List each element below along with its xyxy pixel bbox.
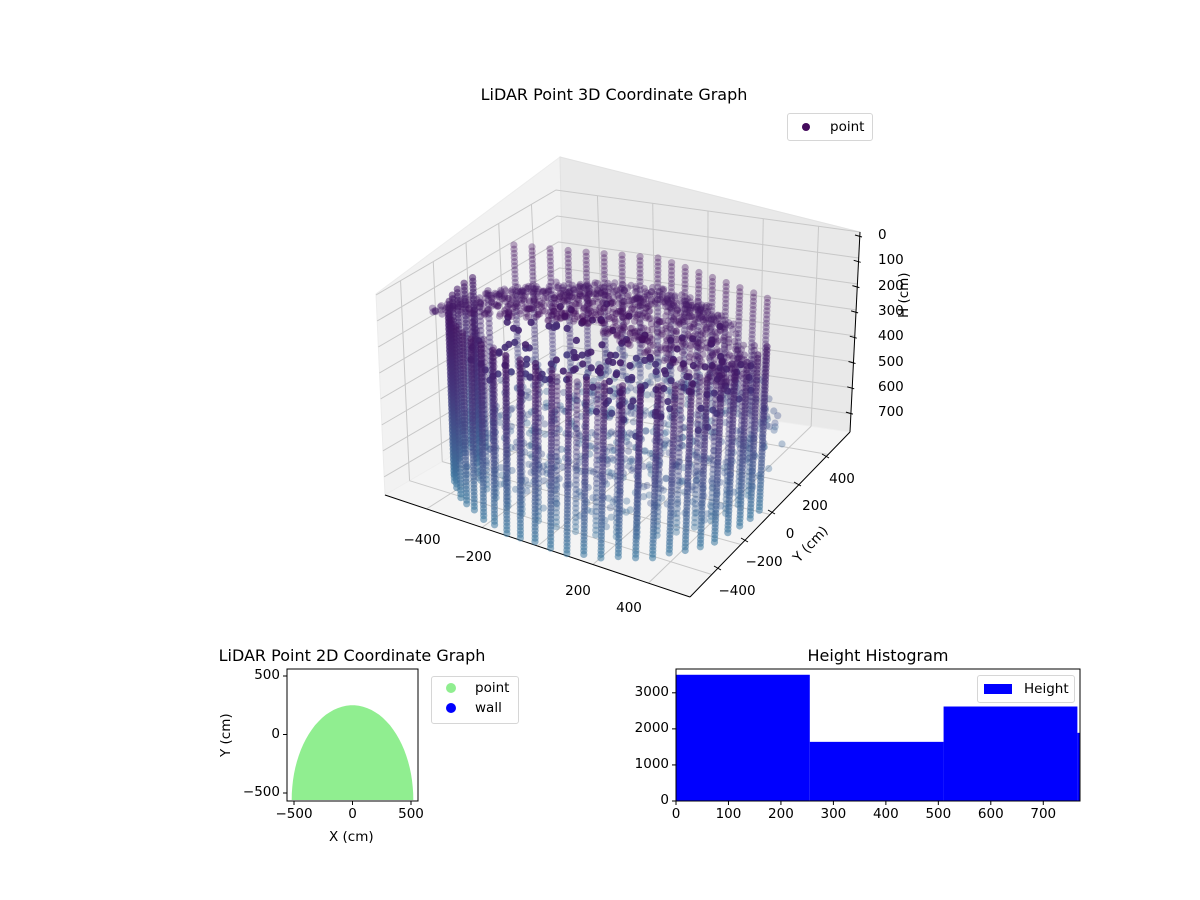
x-tick-label: 500: [925, 806, 952, 822]
hist-legend: Height: [977, 675, 1075, 703]
legend-label: point: [830, 119, 865, 135]
hist-bar: [676, 674, 810, 801]
legend-label: point: [475, 680, 510, 696]
hist-bar: [1077, 732, 1080, 801]
legend-label: Height: [1024, 681, 1069, 697]
point-cloud: [428, 241, 786, 562]
legend-marker-icon: [446, 683, 456, 693]
y-tick-label: 3000: [634, 683, 669, 700]
y-tick-label: −200: [745, 554, 783, 570]
y-tick-label: 0: [785, 526, 795, 542]
x-tick-label: 0: [671, 806, 681, 822]
x-tick-label: 500: [398, 806, 424, 822]
y-tick-label: 500: [254, 667, 280, 683]
legend-marker-icon: [802, 123, 810, 131]
plot3d-legend: point: [787, 113, 873, 141]
x-tick-label: −200: [454, 549, 492, 565]
x-tick-label: 400: [616, 600, 642, 616]
y-tick-label: −400: [718, 583, 756, 599]
z-tick-label: 400: [878, 328, 904, 345]
y-tick-label: 400: [829, 471, 855, 487]
x-tick-label: 200: [768, 806, 794, 822]
x-tick-label: 100: [715, 806, 742, 822]
y-tick-label: 0: [271, 725, 280, 742]
x-axis-line: [384, 494, 691, 598]
x-tick-label: 0: [348, 806, 357, 822]
z-tick-label: 600: [878, 378, 904, 395]
z-axis-line: [849, 231, 861, 433]
x-axis-label-2d: X (cm): [329, 829, 374, 845]
legend-patch-icon: [984, 684, 1012, 694]
x-tick-label: 600: [977, 806, 1004, 822]
z-tick-label: 500: [878, 353, 904, 370]
y-tick-label: 0: [660, 792, 669, 808]
z-axis-label: H (cm): [896, 272, 912, 318]
y-tick-label: 1000: [634, 755, 669, 772]
y-tick-label: −500: [242, 784, 280, 800]
x-tick-label: −500: [275, 806, 313, 822]
plot3d-canvas: [375, 156, 863, 598]
z-tick-label: 0: [878, 227, 887, 243]
legend-item-wall: wall: [432, 698, 518, 718]
y-tick-label: 200: [802, 498, 828, 514]
x-tick-label: 400: [872, 806, 899, 822]
hist-bar: [943, 706, 1078, 801]
z-tick-label: 300: [878, 302, 904, 319]
legend-marker-icon: [446, 703, 456, 713]
hist-title: Height Histogram: [807, 646, 949, 665]
legend-item-height: Height: [978, 676, 1074, 702]
plot3d-title: LiDAR Point 3D Coordinate Graph: [480, 85, 748, 104]
y-axis-line: [689, 431, 851, 598]
x-tick-label: 700: [1030, 806, 1057, 822]
y-tick-label: 2000: [634, 719, 669, 736]
plot2d-frame: [286, 668, 419, 802]
z-tick-label: 100: [878, 252, 904, 269]
x-tick-label: −400: [403, 532, 441, 548]
hist-bar: [809, 741, 944, 801]
plot2d-legend: point wall: [431, 676, 519, 724]
legend-label: wall: [475, 700, 502, 716]
legend-item-point: point: [788, 114, 872, 140]
x-tick-label: 200: [565, 583, 591, 599]
legend-item-point: point: [432, 678, 518, 698]
plot2d-title: LiDAR Point 2D Coordinate Graph: [218, 646, 486, 665]
y-axis-label-2d: Y (cm): [218, 713, 234, 757]
z-tick-label: 700: [878, 404, 904, 421]
point-region: [287, 705, 418, 801]
x-tick-label: 300: [820, 806, 847, 822]
z-tick-label: 200: [878, 277, 904, 294]
